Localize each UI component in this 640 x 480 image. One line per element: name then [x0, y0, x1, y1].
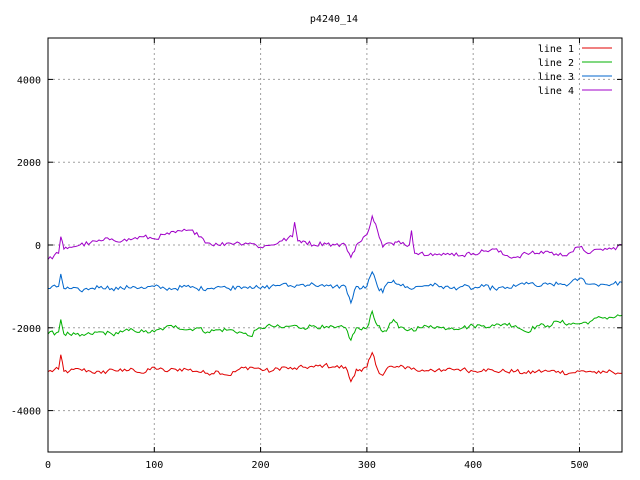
x-tick-label: 500: [570, 460, 588, 471]
legend-label: line 2: [538, 58, 574, 69]
y-tick-label: 0: [35, 241, 41, 252]
x-tick-label: 300: [358, 460, 376, 471]
y-tick-label: -4000: [11, 407, 41, 418]
legend: line 1 line 2 line 3 line 4: [538, 44, 612, 97]
x-axis-ticks: 0 100 200 300 400 500: [45, 38, 589, 471]
legend-label: line 4: [538, 86, 574, 97]
series-line-2: [47, 309, 623, 342]
legend-label: line 3: [538, 72, 574, 83]
series-line-1: [47, 351, 623, 383]
series-line-3: [48, 270, 623, 305]
x-tick-label: 100: [145, 460, 163, 471]
x-tick-label: 200: [252, 460, 270, 471]
y-tick-label: -2000: [11, 324, 41, 335]
y-tick-label: 4000: [17, 75, 41, 86]
series-line-4: [47, 214, 623, 260]
y-tick-label: 2000: [17, 158, 41, 169]
x-tick-label: 400: [464, 460, 482, 471]
y-axis-ticks: -4000 -2000 0 2000 4000: [11, 75, 622, 418]
x-tick-label: 0: [45, 460, 51, 471]
chart-title: p4240_14: [310, 14, 358, 25]
plot-series: [47, 214, 623, 383]
legend-label: line 1: [538, 44, 574, 55]
